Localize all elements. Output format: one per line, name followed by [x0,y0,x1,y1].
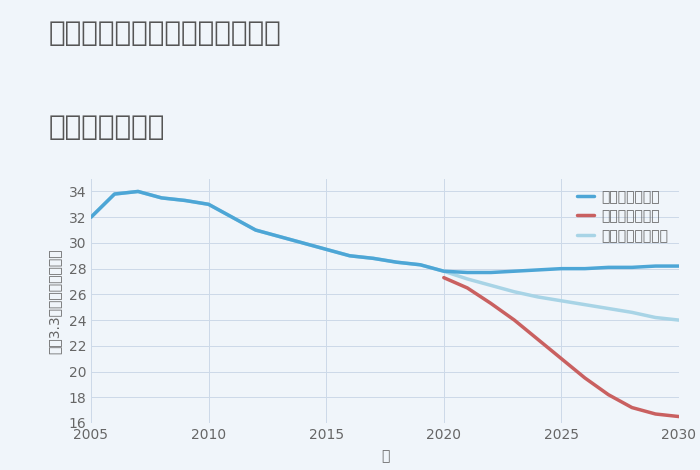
グッドシナリオ [675,263,683,269]
ノーマルシナリオ [346,253,354,258]
ノーマルシナリオ [158,195,166,201]
ノーマルシナリオ [604,306,612,311]
グッドシナリオ [486,270,495,275]
バッドシナリオ [557,356,566,361]
グッドシナリオ [134,188,142,194]
ノーマルシナリオ [628,310,636,315]
グッドシナリオ [251,227,260,233]
ノーマルシナリオ [111,191,119,197]
グッドシナリオ [204,202,213,207]
グッドシナリオ [393,259,401,265]
ノーマルシナリオ [675,317,683,323]
グッドシナリオ [604,265,612,270]
Y-axis label: 坪（3.3㎡）単価（万円）: 坪（3.3㎡）単価（万円） [48,248,62,353]
グッドシナリオ [369,256,377,261]
Text: 土地の価格推移: 土地の価格推移 [49,113,165,141]
Line: ノーマルシナリオ: ノーマルシナリオ [91,191,679,320]
ノーマルシナリオ [393,259,401,265]
グッドシナリオ [87,214,95,220]
ノーマルシナリオ [581,302,589,307]
グッドシナリオ [463,270,472,275]
ノーマルシナリオ [87,214,95,220]
ノーマルシナリオ [298,240,307,246]
バッドシナリオ [651,411,659,417]
グッドシナリオ [228,214,237,220]
Line: バッドシナリオ: バッドシナリオ [444,278,679,416]
グッドシナリオ [440,268,448,274]
ノーマルシナリオ [275,234,284,239]
ノーマルシナリオ [251,227,260,233]
Legend: グッドシナリオ, バッドシナリオ, ノーマルシナリオ: グッドシナリオ, バッドシナリオ, ノーマルシナリオ [573,186,672,247]
グッドシナリオ [581,266,589,272]
ノーマルシナリオ [557,298,566,304]
グッドシナリオ [181,198,189,204]
ノーマルシナリオ [134,188,142,194]
X-axis label: 年: 年 [381,449,389,463]
グッドシナリオ [510,268,519,274]
Text: 兵庫県姫路市広畑区東夢前台の: 兵庫県姫路市広畑区東夢前台の [49,19,281,47]
Line: グッドシナリオ: グッドシナリオ [91,191,679,273]
ノーマルシナリオ [486,282,495,288]
ノーマルシナリオ [510,289,519,295]
ノーマルシナリオ [416,262,424,267]
グッドシナリオ [158,195,166,201]
グッドシナリオ [298,240,307,246]
グッドシナリオ [416,262,424,267]
バッドシナリオ [604,392,612,398]
グッドシナリオ [651,263,659,269]
バッドシナリオ [581,375,589,381]
グッドシナリオ [628,265,636,270]
ノーマルシナリオ [533,294,542,300]
グッドシナリオ [322,247,330,252]
バッドシナリオ [675,414,683,419]
グッドシナリオ [275,234,284,239]
グッドシナリオ [533,267,542,273]
ノーマルシナリオ [228,214,237,220]
ノーマルシナリオ [369,256,377,261]
バッドシナリオ [510,317,519,323]
バッドシナリオ [486,300,495,306]
グッドシナリオ [111,191,119,197]
グッドシナリオ [346,253,354,258]
ノーマルシナリオ [181,198,189,204]
バッドシナリオ [533,337,542,342]
ノーマルシナリオ [440,268,448,274]
ノーマルシナリオ [204,202,213,207]
バッドシナリオ [440,275,448,281]
ノーマルシナリオ [651,315,659,321]
ノーマルシナリオ [322,247,330,252]
ノーマルシナリオ [463,276,472,282]
バッドシナリオ [463,285,472,291]
バッドシナリオ [628,405,636,410]
グッドシナリオ [557,266,566,272]
